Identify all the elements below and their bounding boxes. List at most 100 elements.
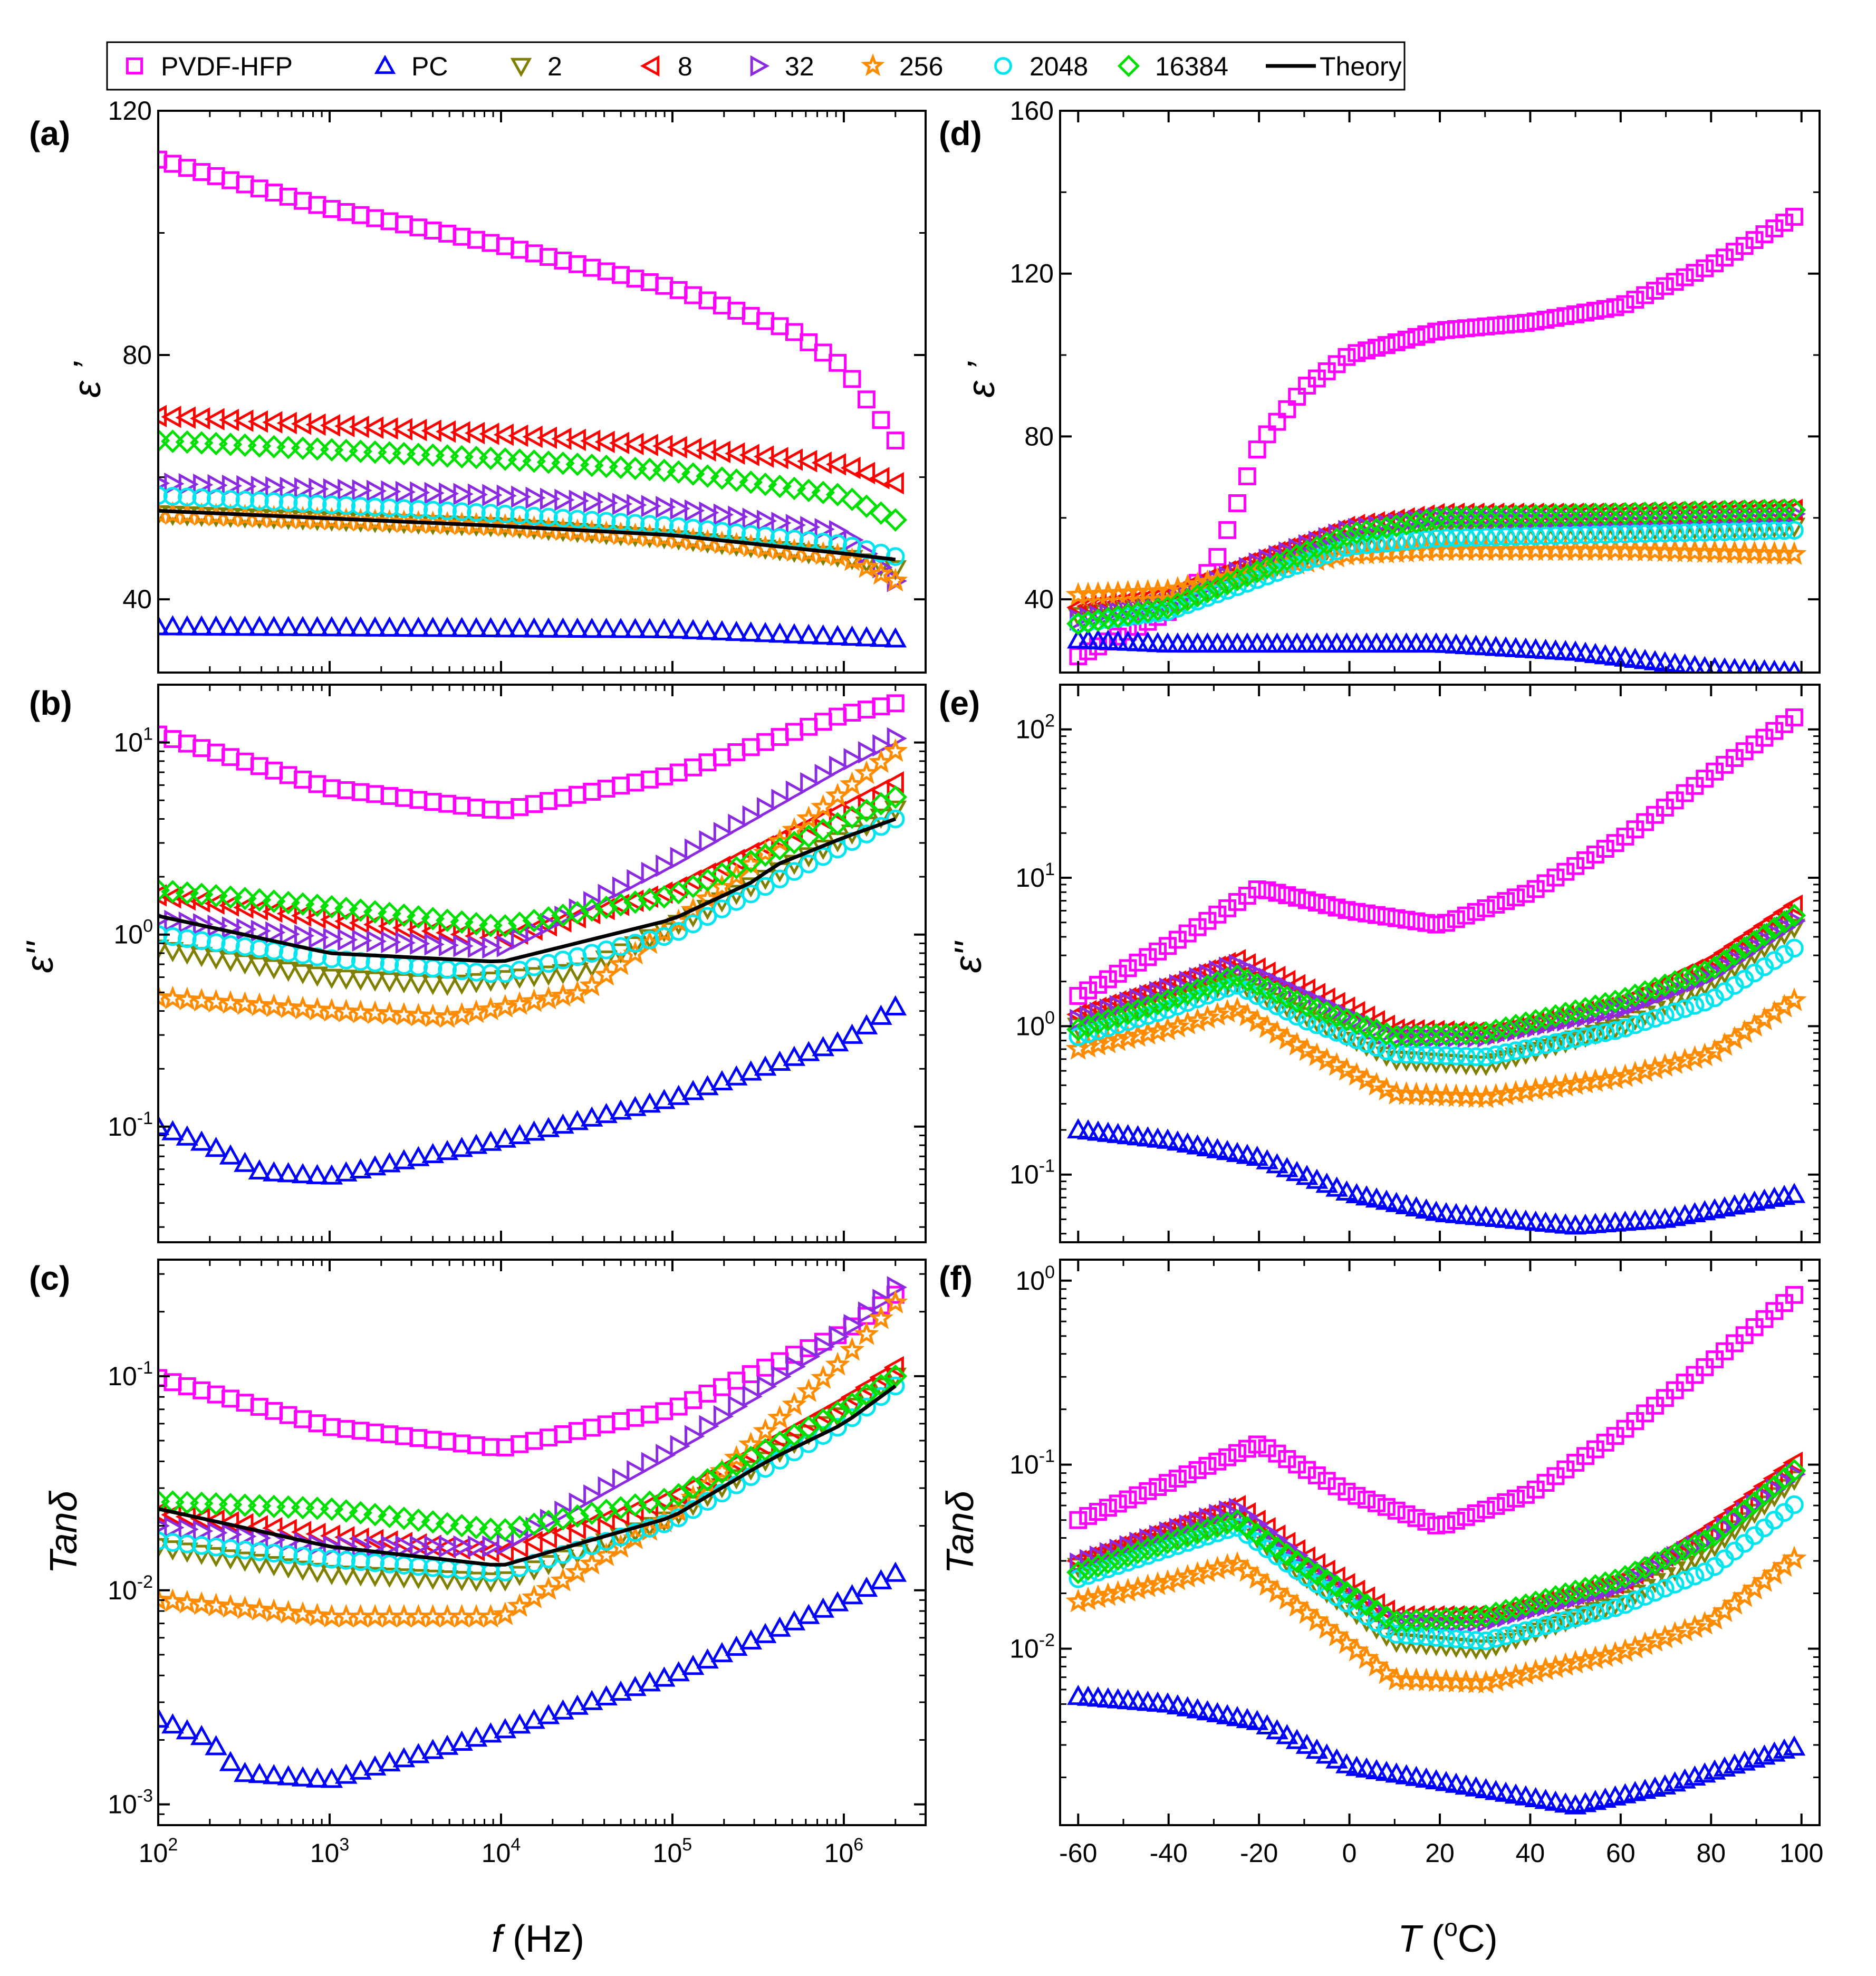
data-point: [1075, 1586, 1101, 1610]
data-point: [811, 1365, 836, 1389]
series-pc: [158, 615, 907, 648]
data-point: [1354, 1593, 1379, 1617]
data-point: [814, 343, 832, 362]
data-point: [307, 1548, 327, 1567]
data-point: [496, 484, 517, 507]
data-point: [1576, 525, 1595, 544]
data-point: [1743, 499, 1766, 523]
data-point: [421, 1510, 445, 1534]
data-point: [1653, 501, 1677, 525]
data-point: [799, 855, 819, 874]
data-point: [1524, 504, 1547, 527]
tick-base: 10: [482, 1838, 511, 1868]
data-point: [163, 486, 182, 506]
data-point: [1315, 1172, 1338, 1193]
data-point: [1753, 923, 1776, 947]
data-point: [1377, 907, 1396, 926]
data-point: [1455, 1204, 1477, 1224]
data-point: [1653, 1547, 1677, 1571]
legend-label: 8: [678, 52, 692, 81]
data-point: [1274, 1026, 1300, 1050]
data-point: [569, 490, 589, 512]
data-point: [785, 1355, 806, 1378]
data-point: [1753, 915, 1773, 937]
series-2048: [158, 809, 905, 983]
data-point: [1563, 1579, 1588, 1603]
data-point: [1146, 992, 1170, 1015]
data-point: [1377, 336, 1396, 354]
data-point: [1456, 1630, 1476, 1649]
data-point: [753, 1438, 777, 1462]
data-point: [1437, 914, 1455, 932]
data-point: [1086, 608, 1110, 632]
data-point: [1753, 498, 1776, 523]
data-point: [1516, 314, 1535, 332]
series-pvdf-hfp: [1069, 1286, 1803, 1534]
data-point: [884, 995, 907, 1015]
data-point: [1723, 499, 1747, 523]
data-point: [1486, 527, 1506, 546]
data-point: [1118, 1012, 1138, 1031]
data-point: [1474, 1021, 1498, 1045]
data-point: [1466, 1047, 1486, 1067]
data-point: [1395, 1764, 1418, 1785]
data-point: [1348, 1486, 1366, 1505]
data-point: [290, 1601, 315, 1625]
data-point: [233, 887, 257, 910]
data-point: [1546, 526, 1565, 545]
data-point: [1437, 321, 1455, 339]
data-point: [886, 694, 905, 713]
data-point: [624, 1675, 647, 1696]
data-point: [190, 1130, 213, 1151]
data-point: [1523, 1658, 1548, 1683]
data-point: [1576, 851, 1594, 869]
data-point: [392, 1568, 416, 1589]
tick-exponent: 1: [143, 724, 153, 744]
data-point: [1196, 1518, 1219, 1541]
data-point: [1493, 1665, 1518, 1690]
data-point: [323, 478, 344, 501]
data-point: [453, 935, 474, 957]
data-point: [1158, 1000, 1177, 1019]
data-point: [265, 476, 286, 499]
data-point: [410, 932, 430, 955]
data-point: [467, 1535, 488, 1558]
data-point: [1196, 580, 1219, 603]
data-point: [1782, 1546, 1807, 1570]
data-point: [450, 910, 474, 934]
data-point: [1484, 1601, 1508, 1625]
data-point: [1119, 1490, 1137, 1509]
data-point: [1394, 1609, 1418, 1633]
data-point: [1713, 500, 1737, 523]
data-point: [1364, 1593, 1386, 1616]
data-point: [349, 970, 372, 991]
data-point: [1228, 577, 1247, 597]
data-point: [481, 964, 501, 983]
data-point: [725, 1065, 748, 1086]
data-point: [322, 495, 341, 514]
data-point: [1288, 388, 1306, 406]
data-point: [598, 1476, 618, 1499]
data-point: [1514, 1011, 1538, 1035]
data-point: [1205, 1556, 1230, 1580]
data-point: [1475, 1056, 1497, 1077]
data-point: [1297, 1011, 1316, 1031]
data-point: [696, 1648, 719, 1669]
data-point: [1375, 1190, 1398, 1210]
data-point: [278, 1545, 298, 1564]
data-point: [710, 620, 734, 640]
data-point: [883, 1356, 904, 1379]
data-point: [1215, 1511, 1239, 1535]
legend-item-pvdf-hfp: PVDF-HFP: [126, 52, 293, 81]
data-point: [1526, 880, 1545, 898]
data-point: [1454, 1606, 1478, 1629]
data-point: [869, 467, 890, 490]
data-point: [1576, 1027, 1595, 1047]
data-point: [1583, 994, 1608, 1018]
series-pvdf-hfp: [158, 1286, 905, 1456]
data-point: [452, 502, 472, 521]
data-point: [1586, 1025, 1605, 1044]
data-point: [1725, 243, 1744, 261]
panel-data: [158, 150, 908, 648]
